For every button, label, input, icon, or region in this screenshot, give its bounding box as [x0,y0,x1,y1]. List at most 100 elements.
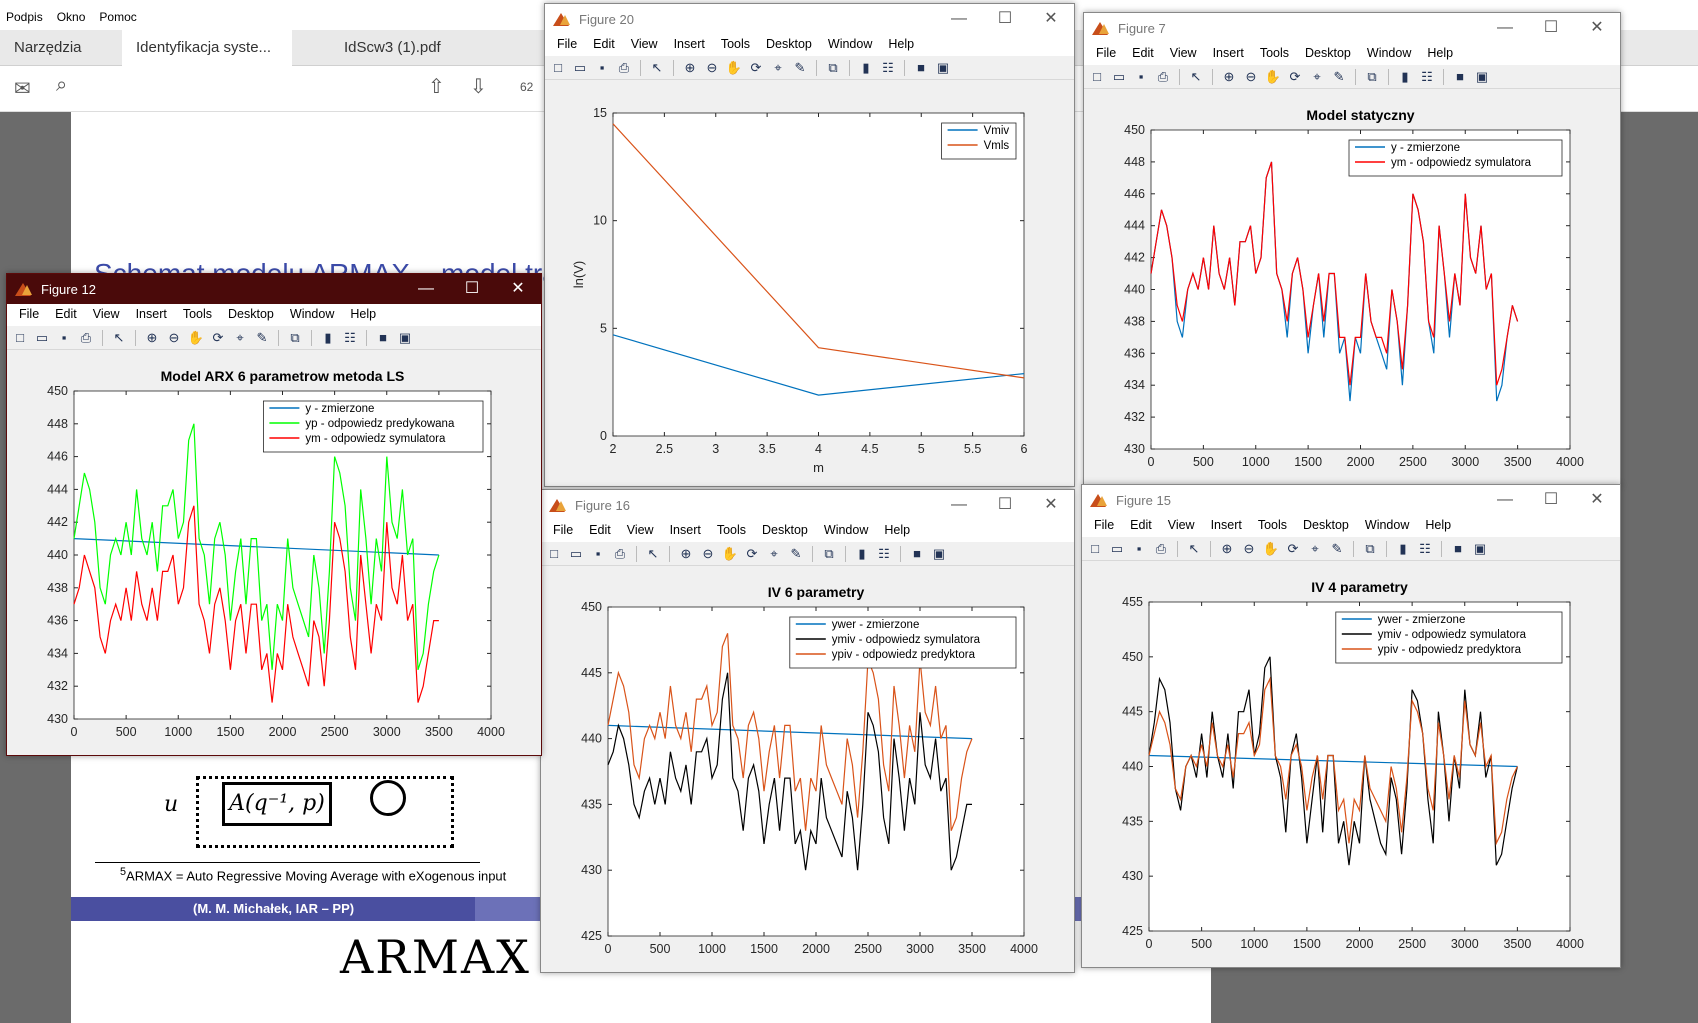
new-figure-icon[interactable]: □ [1093,68,1101,84]
colorbar-icon[interactable]: ▮ [858,545,866,561]
menu-edit[interactable]: Edit [1132,46,1154,60]
maximize-button[interactable]: ☐ [1543,19,1559,36]
hide-tools-icon[interactable]: ■ [913,545,921,561]
colorbar-icon[interactable]: ▮ [862,59,870,75]
menu-edit[interactable]: Edit [1130,518,1152,532]
brush-icon[interactable]: ✎ [256,329,268,345]
hide-tools-icon[interactable]: ■ [1454,540,1462,556]
edit-plot-icon[interactable]: ↖ [1190,68,1202,84]
page-number[interactable]: 62 [520,80,534,94]
brush-icon[interactable]: ✎ [1333,68,1345,84]
show-tools-icon[interactable]: ▣ [932,545,946,561]
pan-icon[interactable]: ✋ [1264,68,1282,84]
maximize-button[interactable]: ☐ [997,10,1013,27]
edit-plot-icon[interactable]: ↖ [651,59,663,75]
menu-desktop[interactable]: Desktop [228,307,274,321]
minimize-button[interactable]: — [1497,491,1513,508]
menu-tools[interactable]: Tools [182,307,213,321]
rotate-icon[interactable]: ⟳ [212,329,224,345]
print-icon[interactable]: ⎙ [1155,540,1167,556]
menu-edit[interactable]: Edit [589,523,611,537]
open-file-icon[interactable]: ▭ [569,545,583,561]
data-cursor-icon[interactable]: ⌖ [236,329,244,345]
menu-file[interactable]: File [19,307,40,321]
menu-tools[interactable]: Tools [1257,518,1288,532]
pdf-menu-item[interactable]: Podpis [6,10,43,24]
data-cursor-icon[interactable]: ⌖ [774,59,782,75]
close-button[interactable]: ✕ [1590,19,1604,36]
legend-icon[interactable]: ☷ [1421,68,1433,84]
zoom-in-icon[interactable]: ⊕ [1221,540,1233,556]
show-tools-icon[interactable]: ▣ [1475,68,1489,84]
menu-tools[interactable]: Tools [1259,46,1290,60]
menu-insert[interactable]: Insert [135,307,167,321]
menu-insert[interactable]: Insert [1212,46,1244,60]
new-figure-icon[interactable]: □ [554,59,562,75]
menu-file[interactable]: File [553,523,574,537]
maximize-button[interactable]: ☐ [464,280,480,297]
maximize-button[interactable]: ☐ [997,496,1013,513]
menu-file[interactable]: File [1094,518,1115,532]
page-down-icon[interactable]: ⇩ [470,76,487,98]
minimize-button[interactable]: — [951,496,967,513]
close-button[interactable]: ✕ [1590,491,1604,508]
new-figure-icon[interactable]: □ [1091,540,1099,556]
menu-desktop[interactable]: Desktop [1305,46,1351,60]
menu-view[interactable]: View [626,523,654,537]
edit-plot-icon[interactable]: ↖ [647,545,659,561]
edit-plot-icon[interactable]: ↖ [113,329,125,345]
page-up-icon[interactable]: ⇧ [428,76,445,98]
menu-insert[interactable]: Insert [673,37,705,51]
menu-insert[interactable]: Insert [669,523,701,537]
menu-edit[interactable]: Edit [593,37,615,51]
rotate-icon[interactable]: ⟳ [1287,540,1299,556]
menu-desktop[interactable]: Desktop [766,37,812,51]
minimize-button[interactable]: — [1497,19,1513,36]
edit-plot-icon[interactable]: ↖ [1188,540,1200,556]
zoom-out-icon[interactable]: ⊖ [1243,540,1255,556]
minimize-button[interactable]: — [951,10,967,27]
print-icon[interactable]: ⎙ [80,329,92,345]
menu-help[interactable]: Help [1427,46,1454,60]
link-icon[interactable]: ⧉ [290,329,300,345]
zoom-out-icon[interactable]: ⊖ [1245,68,1257,84]
data-cursor-icon[interactable]: ⌖ [1311,540,1319,556]
link-icon[interactable]: ⧉ [828,59,838,75]
close-button[interactable]: ✕ [511,280,525,297]
open-file-icon[interactable]: ▭ [1110,540,1124,556]
colorbar-icon[interactable]: ▮ [1401,68,1409,84]
menu-help[interactable]: Help [884,523,911,537]
zoom-out-icon[interactable]: ⊖ [168,329,180,345]
brush-icon[interactable]: ✎ [790,545,802,561]
show-tools-icon[interactable]: ▣ [1473,540,1487,556]
zoom-in-icon[interactable]: ⊕ [1223,68,1235,84]
menu-help[interactable]: Help [1425,518,1452,532]
hide-tools-icon[interactable]: ■ [917,59,925,75]
hide-tools-icon[interactable]: ■ [1456,68,1464,84]
pdf-menu-item[interactable]: Okno [56,10,86,24]
legend-icon[interactable]: ☷ [878,545,890,561]
zoom-in-icon[interactable]: ⊕ [146,329,158,345]
mail-icon[interactable]: ✉ [14,78,31,100]
hide-tools-icon[interactable]: ■ [379,329,387,345]
menu-window[interactable]: Window [289,307,335,321]
link-icon[interactable]: ⧉ [824,545,834,561]
legend-icon[interactable]: ☷ [1419,540,1431,556]
colorbar-icon[interactable]: ▮ [324,329,332,345]
tab-tools[interactable]: Narzędzia [14,39,82,56]
pan-icon[interactable]: ✋ [187,329,205,345]
rotate-icon[interactable]: ⟳ [746,545,758,561]
link-icon[interactable]: ⧉ [1367,68,1377,84]
legend-icon[interactable]: ☷ [882,59,894,75]
menu-view[interactable]: View [630,37,658,51]
data-cursor-icon[interactable]: ⌖ [1313,68,1321,84]
menu-window[interactable]: Window [1366,46,1412,60]
data-cursor-icon[interactable]: ⌖ [770,545,778,561]
show-tools-icon[interactable]: ▣ [936,59,950,75]
menu-file[interactable]: File [1096,46,1117,60]
brush-icon[interactable]: ✎ [1331,540,1343,556]
rotate-icon[interactable]: ⟳ [1289,68,1301,84]
menu-tools[interactable]: Tools [716,523,747,537]
menu-help[interactable]: Help [888,37,915,51]
tab-idscw3[interactable]: IdScw3 (1).pdf [344,39,441,56]
